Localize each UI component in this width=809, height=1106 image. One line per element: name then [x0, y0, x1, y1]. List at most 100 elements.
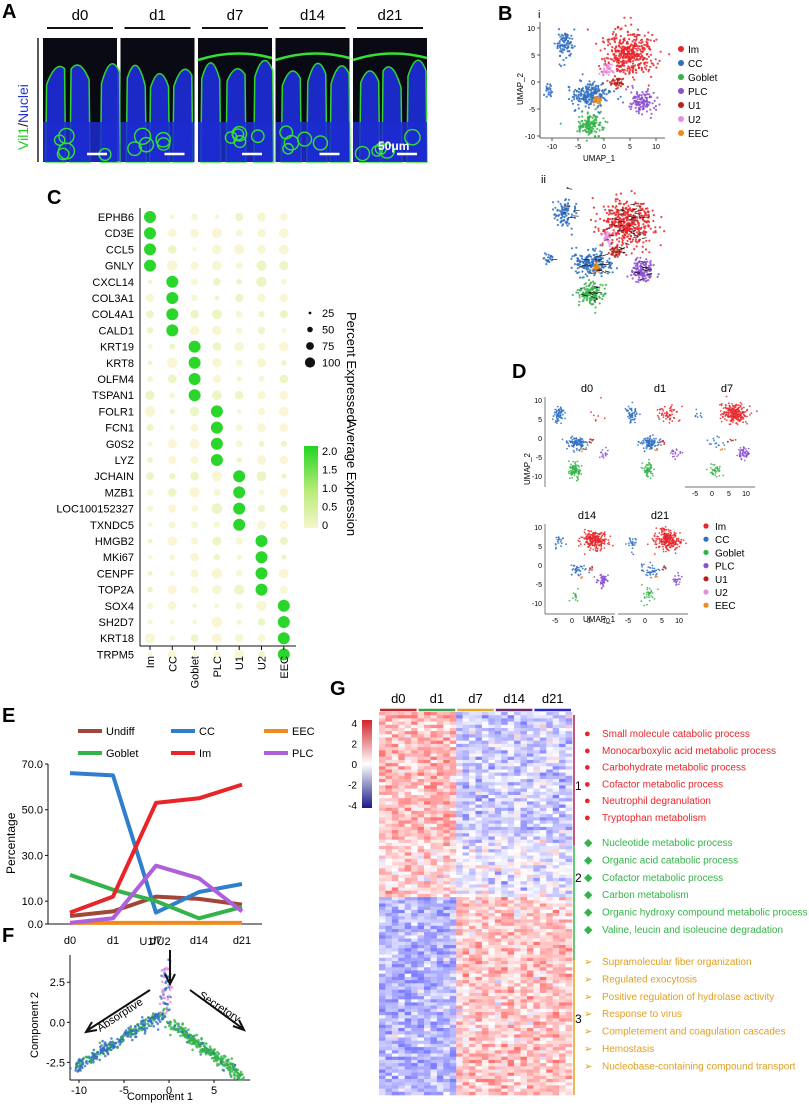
panel-c-dot [279, 390, 289, 400]
panel-a-micrograph [352, 38, 428, 163]
panel-c-size-swatch [307, 326, 313, 333]
panel-c-gene-label: OLFM4 [97, 374, 134, 386]
panel-b-xtick: 0 [602, 144, 606, 151]
panel-b-xtick: 5 [628, 144, 632, 151]
panel-c-dot [236, 554, 242, 560]
panel-c-size-swatch [308, 311, 312, 315]
panel-c-dot [210, 421, 223, 434]
panel-b-xtick: -5 [575, 144, 581, 151]
panel-g-cluster-number: 3 [575, 1012, 582, 1026]
panel-e-line-chart: 70.0 50.0 30.0 10.0 0.0 Percentage d0 d1 d7 d14 d2… [4, 759, 262, 947]
panel-g-term-label: Carbohydrate metabolic process [602, 763, 746, 774]
panel-c-dot [189, 325, 200, 336]
panel-c-dot [169, 635, 175, 641]
panel-b-legend: Im CC Goblet PLC U1 U2 EEC [678, 45, 718, 140]
panel-c-dot [146, 505, 154, 512]
panel-g-term-label: Organic acid catabolic process [602, 855, 738, 866]
panel-c-dot [255, 583, 268, 596]
panel-d-legend-swatch [703, 576, 709, 582]
panel-c-dot [279, 520, 288, 529]
panel-c-letter: C [47, 187, 61, 209]
panel-d-xtick: 0 [643, 618, 647, 625]
panel-c-dot [257, 229, 266, 238]
panel-e-xtick: d21 [233, 935, 251, 947]
panel-g-color-scale-label: 2 [351, 740, 357, 751]
panel-c-dot [257, 326, 266, 335]
panel-c-dot [168, 601, 177, 611]
panel-c-dot [190, 261, 199, 270]
panel-d-legend-swatch [703, 589, 709, 595]
panel-c-dot [214, 214, 220, 220]
panel-g-term-marker: ◆ [584, 889, 593, 901]
panel-c-dot [167, 585, 177, 595]
panel-c-gene-label: TOP2A [98, 585, 135, 597]
panel-b-legend-swatch [678, 130, 684, 136]
panel-d-legend-label: U2 [715, 588, 728, 599]
panel-d-ytick: -10 [532, 601, 542, 608]
panel-c-gene-label: FOLR1 [99, 406, 134, 418]
panel-a-day-label: d0 [72, 7, 89, 24]
panel-c-color-title: Average Expression [344, 420, 359, 536]
panel-c-gene-label: MKi67 [103, 552, 134, 564]
panel-c-dot [212, 260, 222, 271]
panel-c-dot [234, 244, 245, 255]
panel-c-dot [147, 457, 153, 463]
panel-c-dot [166, 292, 179, 304]
panel-c-color-label: 1.5 [322, 465, 337, 477]
panel-g-term-marker: ● [584, 728, 591, 740]
panel-g-term-label: Positive regulation of hydrolase activit… [602, 992, 774, 1003]
panel-c-dot [192, 652, 198, 657]
panel-g-column-label: d21 [542, 691, 564, 706]
panel-b-legend-label: Goblet [688, 73, 718, 84]
panel-f-xtick: 0 [166, 1085, 172, 1097]
panel-g-term-label: Hemostasis [602, 1044, 654, 1055]
panel-c-color-label: 2.0 [322, 446, 337, 458]
panel-c-dot [281, 554, 287, 560]
panel-g-term-label: Neutrophil degranulation [602, 796, 711, 807]
panel-c-dot [188, 389, 201, 402]
panel-e-xtick: d7 [150, 935, 162, 947]
panel-c-dot [169, 343, 176, 350]
panel-c-color-label: 0 [322, 520, 328, 532]
panel-c-dot [167, 536, 178, 546]
panel-c-dot [258, 440, 265, 447]
panel-c-dot [279, 406, 289, 417]
panel-g-term-label: Response to virus [602, 1009, 682, 1020]
panel-c-gene-label: MZB1 [105, 487, 134, 499]
panel-c: C EPHB6 CD3E CCL5 GNLY CXCL14 COL3A1 COL4A1 CAL… [47, 187, 359, 688]
panel-g-term-marker: ● [584, 812, 591, 824]
panel-c-dot [188, 356, 201, 369]
panel-a: A d0 d1 d7 d14 d21 Vil1/Nuclei 50μm [2, 1, 428, 163]
panel-c-dot [212, 325, 222, 336]
panel-c-dot [257, 293, 266, 303]
panel-b-ytick: 0 [531, 80, 535, 87]
panel-c-dot [256, 358, 267, 368]
panel-c-dot [257, 634, 266, 642]
panel-c-dot [277, 648, 290, 661]
panel-d-umap: d0 [551, 383, 609, 482]
panel-c-dot [281, 328, 287, 333]
panel-d-legend-label: PLC [715, 562, 734, 573]
panel-c-dot [146, 424, 154, 432]
panel-e-legend-label: EEC [292, 726, 315, 738]
panel-c-dot [190, 228, 200, 238]
panel-a-micrograph [275, 38, 351, 163]
panel-g-term-marker: ◆ [584, 907, 593, 919]
panel-c-dot [168, 488, 177, 497]
panel-c-size-label: 100 [322, 358, 340, 370]
panel-b-legend-label: PLC [688, 87, 707, 98]
panel-g-term-label: Valine, leucin and isoleucine degradatio… [602, 925, 783, 936]
panel-c-dot [211, 471, 223, 482]
panel-d-xtick: 10 [602, 618, 610, 625]
panel-d-legend: Im CC Goblet PLC U1 U2 EEC [703, 522, 745, 612]
panel-a-ylabel: Vil1/Nuclei [15, 84, 31, 150]
panel-c-dot [255, 551, 268, 564]
panel-g-color-scale-label: -2 [348, 781, 357, 792]
panel-d-xtick: -5 [552, 618, 558, 625]
panel-c-dot [257, 407, 266, 416]
panel-c-dot [279, 294, 288, 302]
panel-c-dot [258, 376, 265, 382]
panel-c-dot [147, 619, 153, 625]
panel-c-dot [146, 602, 154, 609]
